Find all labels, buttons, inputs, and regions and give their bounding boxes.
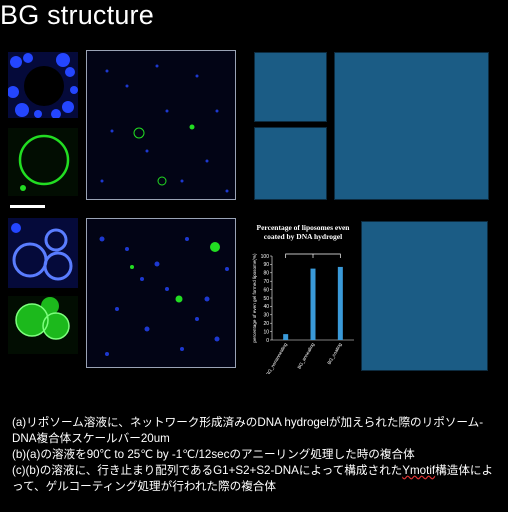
caption-line-c-ymotif: Ymotif <box>402 464 435 477</box>
y-tick-label: 50 <box>263 296 269 302</box>
blue-tile-large-bottom <box>361 221 488 371</box>
caption-line-a: (a)リポソーム溶液に、ネットワーク形成済みのDNA hydrogelが加えられ… <box>12 415 502 447</box>
blue-tile-small-top <box>254 52 327 122</box>
slide-title: BG structure <box>0 0 508 31</box>
micrograph-a-green <box>8 128 78 196</box>
micrograph-c-green <box>8 296 78 354</box>
x-tick-label: BG_coating <box>326 342 343 366</box>
y-tick-label: 10 <box>263 329 269 335</box>
micrograph-c-blue <box>8 218 78 288</box>
caption-line-b: (b)(a)の溶液を90℃ to 25℃ by -1℃/12secのアニーリング… <box>12 447 502 463</box>
figure-caption: (a)リポソーム溶液に、ネットワーク形成済みのDNA hydrogelが加えられ… <box>12 415 502 495</box>
x-tick-label: BG_annealing <box>296 342 315 370</box>
y-tick-label: 40 <box>263 304 269 310</box>
bar <box>311 269 316 340</box>
y-tick-label: 100 <box>261 254 270 260</box>
blue-tile-large-top <box>334 52 489 200</box>
y-axis-label: percentage of even gel formed liposome(%… <box>252 253 257 343</box>
micrograph-a-blue <box>8 52 78 118</box>
micrograph-d-merged <box>86 218 236 368</box>
bar <box>338 267 343 340</box>
y-tick-label: 60 <box>263 287 269 293</box>
caption-line-c-pre: (c)(b)の溶液に、行き止まり配列であるG1+S2+S2-DNAによって構成さ… <box>12 464 402 477</box>
chart-title: Percentage of liposomes even coated by D… <box>252 223 354 241</box>
y-tick-label: 30 <box>263 313 269 319</box>
bar-chart: 0 10 20 30 40 50 60 70 80 90 100 percentage of even… <box>248 244 358 374</box>
y-tick-label: 0 <box>266 338 269 344</box>
bar <box>283 334 288 340</box>
x-tick-label: BG_nonannealing <box>265 342 288 374</box>
y-tick-label: 20 <box>263 321 269 327</box>
scale-bar <box>10 205 45 208</box>
y-tick-label: 80 <box>263 271 269 277</box>
y-tick-label: 70 <box>263 279 269 285</box>
y-tick-label: 90 <box>263 262 269 268</box>
micrograph-b-merged <box>86 50 236 200</box>
blue-tile-small-bottom <box>254 127 327 200</box>
caption-line-c: (c)(b)の溶液に、行き止まり配列であるG1+S2+S2-DNAによって構成さ… <box>12 463 502 495</box>
